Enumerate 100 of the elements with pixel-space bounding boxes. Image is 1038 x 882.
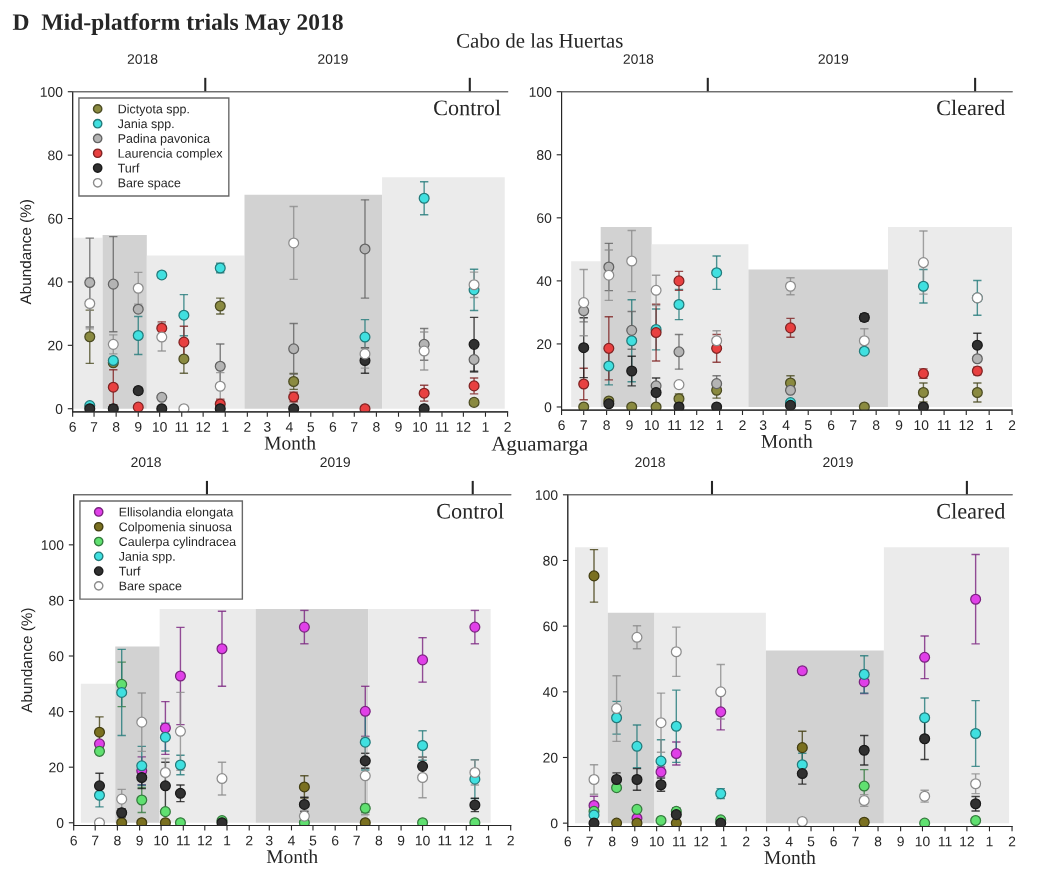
legend-label: Jania spp. xyxy=(117,119,174,131)
x-tick-label: 7 xyxy=(92,835,99,846)
x-tick-label: 9 xyxy=(626,420,633,431)
x-tick-label: 12 xyxy=(456,421,471,432)
x-tick-label: 8 xyxy=(112,421,120,432)
x-tick-label: 6 xyxy=(830,836,837,847)
x-tick-label: 10 xyxy=(649,836,664,847)
x-tick-label: 12 xyxy=(694,836,709,847)
x-tick-label: 2 xyxy=(504,421,511,432)
chart-title: D Mid-platform trials May 2018 xyxy=(12,13,343,35)
x-tick-label: 11 xyxy=(175,422,189,432)
x-tick-label: 9 xyxy=(631,836,638,847)
legend-label: Jania spp. xyxy=(118,551,175,564)
x-tick-label: 7 xyxy=(580,420,587,430)
annotation: Control xyxy=(437,503,504,519)
y-tick-label: 0 xyxy=(55,404,63,414)
x-tick-label: 10 xyxy=(413,421,428,432)
x-axis-title: Month xyxy=(266,849,318,864)
x2-tick-label: 2019 xyxy=(318,54,348,64)
y-tick-label: 20 xyxy=(543,752,558,763)
x-tick-label: 2 xyxy=(743,836,750,847)
x-tick-label: 8 xyxy=(872,420,880,431)
x-tick-label: 12 xyxy=(690,420,704,430)
x-tick-label: 9 xyxy=(136,835,143,846)
y-tick-label: 40 xyxy=(47,277,63,288)
x-tick-label: 4 xyxy=(782,420,790,430)
x2-tick-label: 2018 xyxy=(131,457,161,468)
x-tick-label: 12 xyxy=(198,835,212,846)
x-tick-label: 2 xyxy=(1008,420,1016,430)
legend-label: Ellisolandia elongata xyxy=(119,507,234,519)
x-tick-label: 4 xyxy=(287,835,295,846)
y-tick-label: 0 xyxy=(56,818,64,828)
x-tick-label: 8 xyxy=(603,420,610,431)
x2-tick-label: 2019 xyxy=(823,457,853,468)
x-tick-label: 11 xyxy=(668,420,682,430)
x-tick-label: 11 xyxy=(673,836,686,847)
y-tick-label: 20 xyxy=(537,339,552,350)
annotation: Control xyxy=(434,99,501,116)
y-tick-label: 20 xyxy=(48,340,63,351)
legend-label: Turf xyxy=(117,163,140,173)
x-tick-label: 1 xyxy=(716,420,723,430)
y-tick-label: 80 xyxy=(49,595,64,606)
x-tick-label: 9 xyxy=(135,421,142,432)
x-tick-label: 7 xyxy=(351,422,358,432)
y-tick-label: 80 xyxy=(48,150,63,161)
x-tick-label: 9 xyxy=(395,421,402,432)
x-tick-label: 3 xyxy=(763,836,770,847)
x-tick-label: 4 xyxy=(785,836,793,847)
x-tick-label: 6 xyxy=(827,420,835,431)
y-tick-label: 60 xyxy=(537,213,552,223)
x-tick-label: 1 xyxy=(986,420,993,430)
x-tick-label: 5 xyxy=(307,422,315,432)
x-tick-label: 9 xyxy=(897,836,904,847)
x-tick-label: 7 xyxy=(852,836,859,847)
annotation: Cleared xyxy=(937,99,1006,116)
x-tick-label: 12 xyxy=(459,835,474,846)
x-tick-label: 10 xyxy=(644,420,659,431)
legend-label: Laurencia complex xyxy=(118,148,223,161)
y-tick-label: 80 xyxy=(543,555,558,566)
x2-tick-label: 2019 xyxy=(320,457,350,468)
y-tick-label: 20 xyxy=(49,762,64,773)
x-tick-label: 6 xyxy=(69,421,76,432)
y-tick-label: 40 xyxy=(542,687,558,697)
x-tick-label: 1 xyxy=(224,835,231,846)
y-tick-label: 40 xyxy=(536,276,552,287)
legend-label: Turf xyxy=(118,566,141,576)
x-tick-label: 9 xyxy=(397,835,405,846)
x-tick-label: 5 xyxy=(807,836,815,847)
legend-label: Caulerpa cylindracea xyxy=(119,536,237,549)
chart-subtitle: Cabo de las Huertas xyxy=(457,33,623,48)
x-tick-label: 12 xyxy=(960,836,974,847)
x-tick-label: 2 xyxy=(244,421,251,432)
x-tick-label: 10 xyxy=(415,835,430,846)
x-tick-label: 3 xyxy=(263,421,271,432)
x-tick-label: 7 xyxy=(586,836,593,847)
x-tick-label: 1 xyxy=(986,836,993,847)
x-tick-label: 10 xyxy=(154,835,169,846)
x-tick-label: 11 xyxy=(938,836,952,847)
y-tick-label: 80 xyxy=(536,150,552,160)
x-tick-label: 11 xyxy=(937,420,951,430)
y-axis-title: Abundance (%) xyxy=(19,200,35,305)
x2-tick-label: 2018 xyxy=(623,54,654,64)
x-tick-label: 8 xyxy=(375,835,383,846)
x-tick-label: 4 xyxy=(285,422,293,432)
x-tick-label: 1 xyxy=(222,422,229,432)
x-tick-label: 6 xyxy=(332,835,339,846)
x-tick-label: 7 xyxy=(90,422,98,432)
x-tick-label: 7 xyxy=(353,835,360,846)
x-tick-label: 10 xyxy=(915,836,930,847)
legend-label: Padina pavonica xyxy=(118,133,211,146)
legend-label: Colpomenia sinuosa xyxy=(119,522,232,534)
x-tick-label: 9 xyxy=(895,420,903,431)
x-tick-label: 8 xyxy=(608,836,616,847)
x-tick-label: 7 xyxy=(850,420,857,430)
x-tick-label: 10 xyxy=(914,420,929,431)
x-tick-label: 2 xyxy=(1008,836,1016,847)
x-tick-label: 5 xyxy=(804,420,812,431)
y-tick-label: 60 xyxy=(49,651,64,662)
x-tick-label: 8 xyxy=(114,835,121,846)
x-tick-label: 6 xyxy=(558,420,565,431)
